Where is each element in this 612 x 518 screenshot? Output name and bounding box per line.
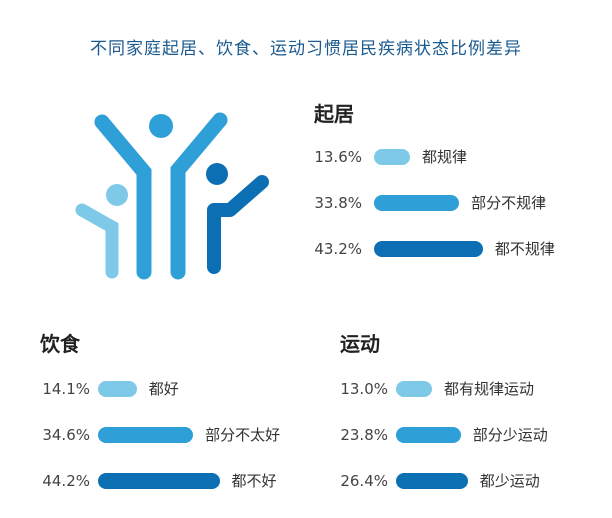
bar-row: 34.6% 部分不太好 <box>0 424 612 446</box>
bar <box>374 149 410 165</box>
bar <box>374 195 460 211</box>
bar-row: 13.0% 都有规律运动 <box>0 378 612 400</box>
category-label: 部分不规律 <box>471 194 547 212</box>
bar-row: 26.4% 都少运动 <box>0 470 612 492</box>
category-label: 部分少运动 <box>472 426 548 444</box>
category-label: 部分不太好 <box>205 426 281 444</box>
bar-row: 33.8% 部分不规律 <box>0 192 612 214</box>
category-label: 都不好 <box>231 472 277 490</box>
value-label: 14.1% <box>42 380 90 398</box>
value-label: 34.6% <box>42 426 90 444</box>
section-title-yinshi: 饮食 <box>40 332 80 356</box>
section-title-yundong: 运动 <box>340 332 380 356</box>
chart-title: 不同家庭起居、饮食、运动习惯居民疾病状态比例差异 <box>90 39 522 59</box>
value-label: 13.0% <box>340 380 388 398</box>
value-label: 43.2% <box>314 240 362 258</box>
bar <box>374 241 483 257</box>
category-label: 都有规律运动 <box>444 380 535 398</box>
bar-row: 13.6% 都规律 <box>0 146 612 168</box>
category-label: 都不规律 <box>494 240 555 258</box>
bar-row: 44.2% 都不好 <box>0 470 612 492</box>
bar <box>98 381 137 397</box>
bar-row: 14.1% 都好 <box>0 378 612 400</box>
bar <box>98 427 194 443</box>
value-label: 44.2% <box>42 472 90 490</box>
bar <box>98 473 220 489</box>
category-label: 都好 <box>148 380 179 398</box>
family-figures-icon <box>75 112 269 280</box>
bar-row: 43.2% 都不规律 <box>0 238 612 260</box>
value-label: 13.6% <box>314 148 362 166</box>
value-label: 23.8% <box>340 426 388 444</box>
value-label: 26.4% <box>340 472 388 490</box>
category-label: 都少运动 <box>479 472 540 490</box>
bar <box>396 381 432 397</box>
bar <box>396 473 468 489</box>
category-label: 都规律 <box>422 148 468 166</box>
bar-row: 23.8% 部分少运动 <box>0 424 612 446</box>
section-title-qiju: 起居 <box>314 102 354 126</box>
value-label: 33.8% <box>314 194 362 212</box>
bar <box>396 427 461 443</box>
